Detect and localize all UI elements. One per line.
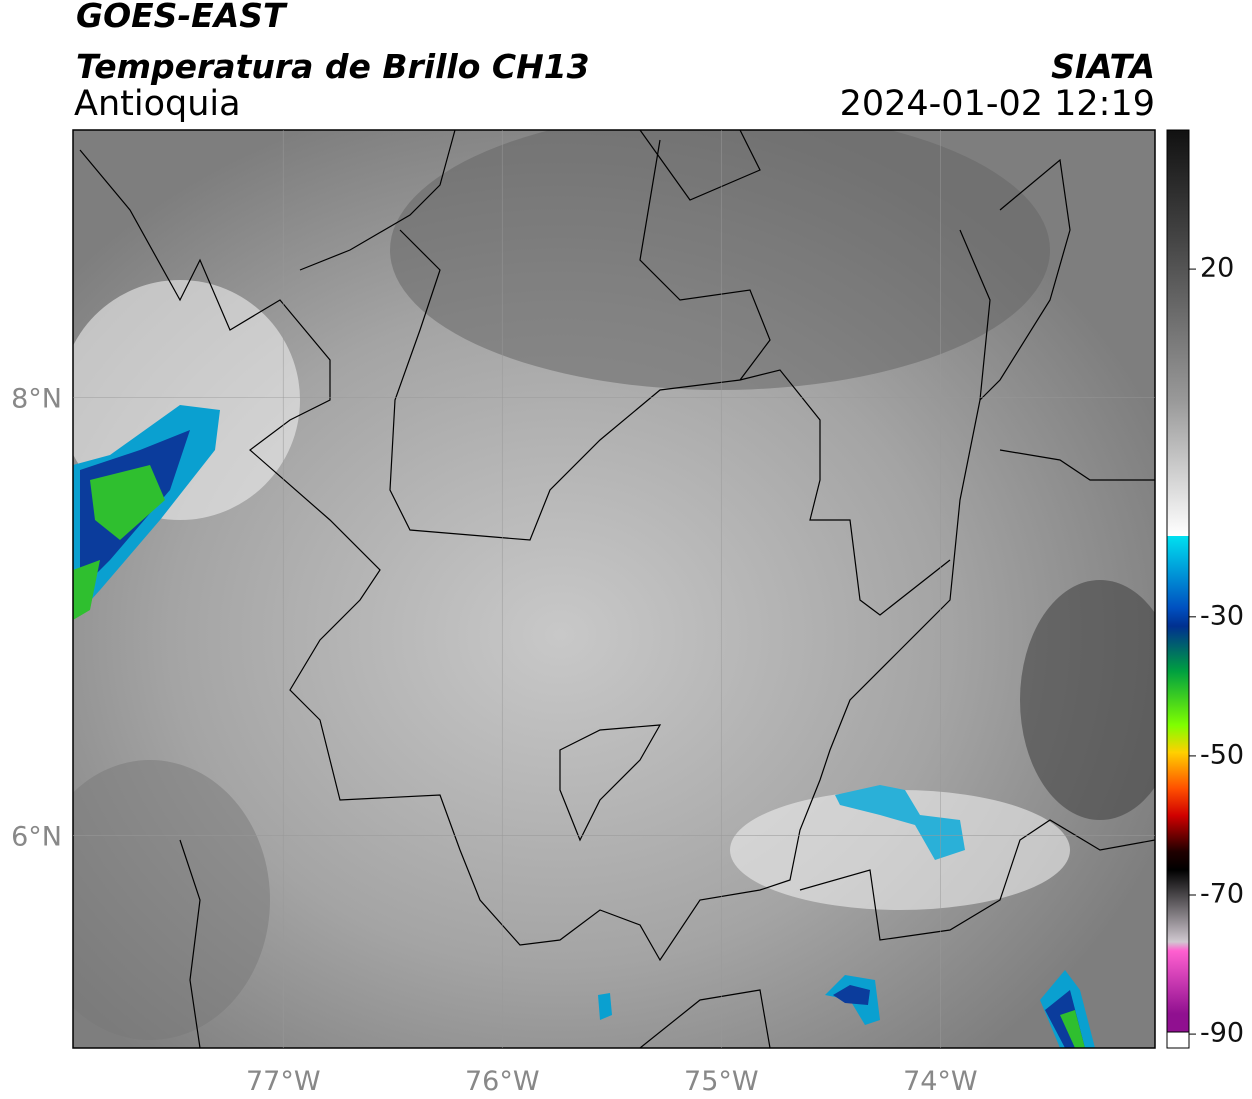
title: GOES-EAST bbox=[76, 0, 288, 35]
colorbar-tick-label: -30 bbox=[1200, 600, 1244, 631]
x-tick-label: 76°W bbox=[465, 1066, 540, 1097]
colorbar-tick-label: -70 bbox=[1200, 879, 1244, 910]
colorbar-extend bbox=[1166, 1031, 1190, 1049]
x-tick-label: 74°W bbox=[903, 1066, 978, 1097]
source: SIATA bbox=[1051, 47, 1155, 86]
colorbar-tick-label: -90 bbox=[1200, 1018, 1244, 1049]
map-frame bbox=[72, 129, 1156, 1049]
colorbar-tick-label: -50 bbox=[1200, 739, 1244, 770]
x-tick-label: 77°W bbox=[246, 1066, 321, 1097]
y-tick-label: 8°N bbox=[11, 383, 62, 414]
x-tick-label: 75°W bbox=[684, 1066, 759, 1097]
satellite-image bbox=[73, 130, 1155, 1048]
y-tick-label: 6°N bbox=[11, 821, 62, 852]
datetime: 2024-01-02 12:19 bbox=[840, 84, 1155, 124]
colorbar bbox=[1167, 130, 1189, 1032]
subtitle: Temperatura de Brillo CH13 bbox=[76, 47, 590, 86]
colorbar-frame bbox=[1166, 129, 1190, 1049]
region: Antioquia bbox=[74, 84, 241, 124]
colorbar-tick-label: 20 bbox=[1200, 253, 1234, 284]
